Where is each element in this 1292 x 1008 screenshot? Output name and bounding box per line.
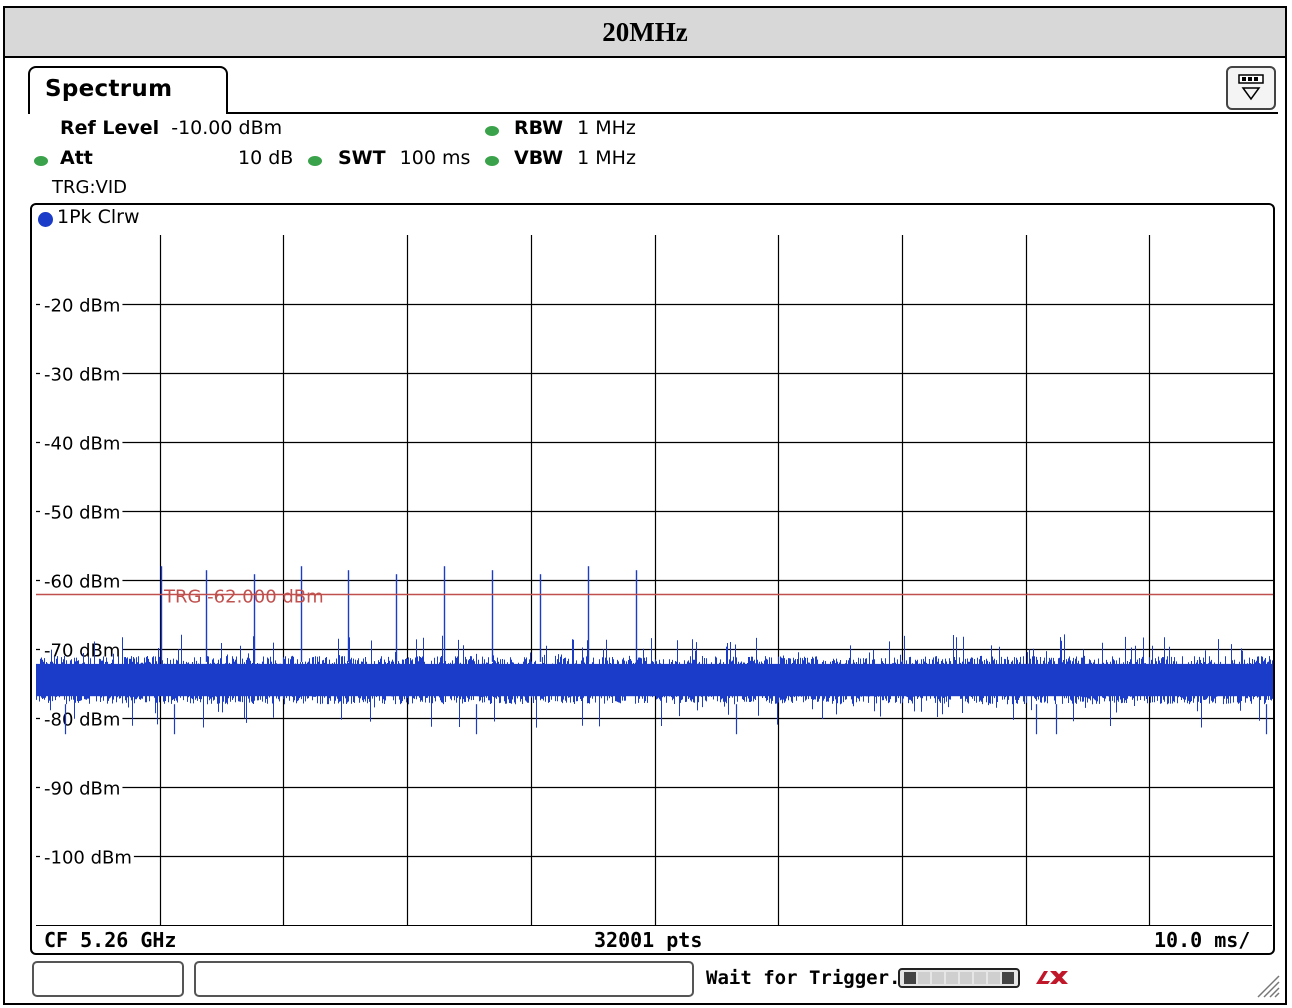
tab-spectrum[interactable]: Spectrum bbox=[28, 66, 228, 114]
y-tick-label: -40 dBm bbox=[44, 434, 120, 455]
swt-indicator-icon bbox=[308, 156, 322, 166]
att-value: 10 dB bbox=[238, 147, 294, 169]
y-tick-bg bbox=[40, 568, 123, 591]
lxi-logo-icon bbox=[1036, 971, 1068, 984]
trigger-level-label: TRG -62.000 dBm bbox=[163, 587, 324, 608]
y-tick-bg bbox=[40, 637, 123, 660]
trace-noise bbox=[36, 634, 1273, 728]
rbw-indicator-icon bbox=[485, 126, 499, 136]
time-per-division: 10.0 ms/ bbox=[1154, 928, 1251, 952]
y-tick-label: -20 dBm bbox=[44, 296, 120, 317]
page-title: 20MHz bbox=[5, 8, 1285, 58]
y-tick-label: -70 dBm bbox=[44, 641, 120, 662]
rbw-value: 1 MHz bbox=[577, 117, 636, 139]
trace-1 bbox=[36, 566, 1273, 735]
vbw-indicator-icon bbox=[485, 156, 499, 166]
center-frequency: CF 5.26 GHz bbox=[44, 928, 177, 952]
graph-frame bbox=[30, 203, 1275, 955]
rbw: RBW 1 MHz bbox=[514, 117, 636, 139]
rbw-label: RBW bbox=[514, 117, 564, 139]
ref-level: Ref Level -10.00 dBm bbox=[60, 117, 282, 139]
y-axis-ticks: -20 dBm -30 dBm -40 dBm -50 dBm -60 dBm -70 d… bbox=[40, 292, 134, 869]
y-tick-bg bbox=[40, 361, 123, 384]
swt: SWT 100 ms bbox=[338, 147, 470, 169]
status-field-1[interactable] bbox=[32, 961, 184, 997]
y-tick-label: -80 dBm bbox=[44, 710, 120, 731]
y-tick-bg bbox=[40, 499, 123, 522]
dropdown-menu-icon bbox=[1238, 74, 1264, 101]
y-tick-bg bbox=[40, 430, 123, 453]
status-field-2[interactable] bbox=[194, 961, 694, 997]
top-strip bbox=[0, 0, 1292, 6]
att: Att bbox=[60, 147, 93, 169]
y-tick-bg bbox=[40, 775, 123, 798]
tab-divider bbox=[226, 112, 1278, 114]
swt-label: SWT bbox=[338, 147, 386, 169]
trigger-mode: TRG:VID bbox=[52, 177, 127, 198]
dropdown-menu-button[interactable] bbox=[1226, 66, 1276, 110]
trace-label: 1Pk Clrw bbox=[57, 206, 140, 228]
ref-level-label: Ref Level bbox=[60, 117, 160, 139]
vbw-value: 1 MHz bbox=[577, 147, 636, 169]
trace-indicator-icon bbox=[38, 212, 53, 227]
spectrum-plot: -20 dBm -30 dBm -40 dBm -50 dBm -60 dBm -70 d… bbox=[36, 235, 1273, 925]
vbw: VBW 1 MHz bbox=[514, 147, 636, 169]
y-tick-label: -60 dBm bbox=[44, 572, 120, 593]
y-tick-label: -50 dBm bbox=[44, 503, 120, 524]
status-message: Wait for Trigger... bbox=[706, 967, 924, 989]
progress-bar bbox=[898, 968, 1020, 988]
y-tick-bg bbox=[40, 706, 123, 729]
y-tick-label: -100 dBm bbox=[44, 848, 132, 869]
ref-level-value: -10.00 dBm bbox=[171, 117, 283, 139]
plot-grid bbox=[36, 235, 1273, 925]
att-indicator-icon bbox=[34, 156, 48, 166]
y-tick-label: -30 dBm bbox=[44, 365, 120, 386]
y-tick-bg bbox=[40, 844, 134, 867]
att-label: Att bbox=[60, 147, 93, 169]
vbw-label: VBW bbox=[514, 147, 564, 169]
resize-grip-icon[interactable] bbox=[1254, 972, 1280, 998]
y-tick-label: -90 dBm bbox=[44, 779, 120, 800]
plot-bottom-divider bbox=[36, 925, 1272, 926]
swt-value: 100 ms bbox=[399, 147, 471, 169]
y-tick-bg bbox=[40, 292, 123, 315]
sweep-points: 32001 pts bbox=[594, 928, 703, 952]
